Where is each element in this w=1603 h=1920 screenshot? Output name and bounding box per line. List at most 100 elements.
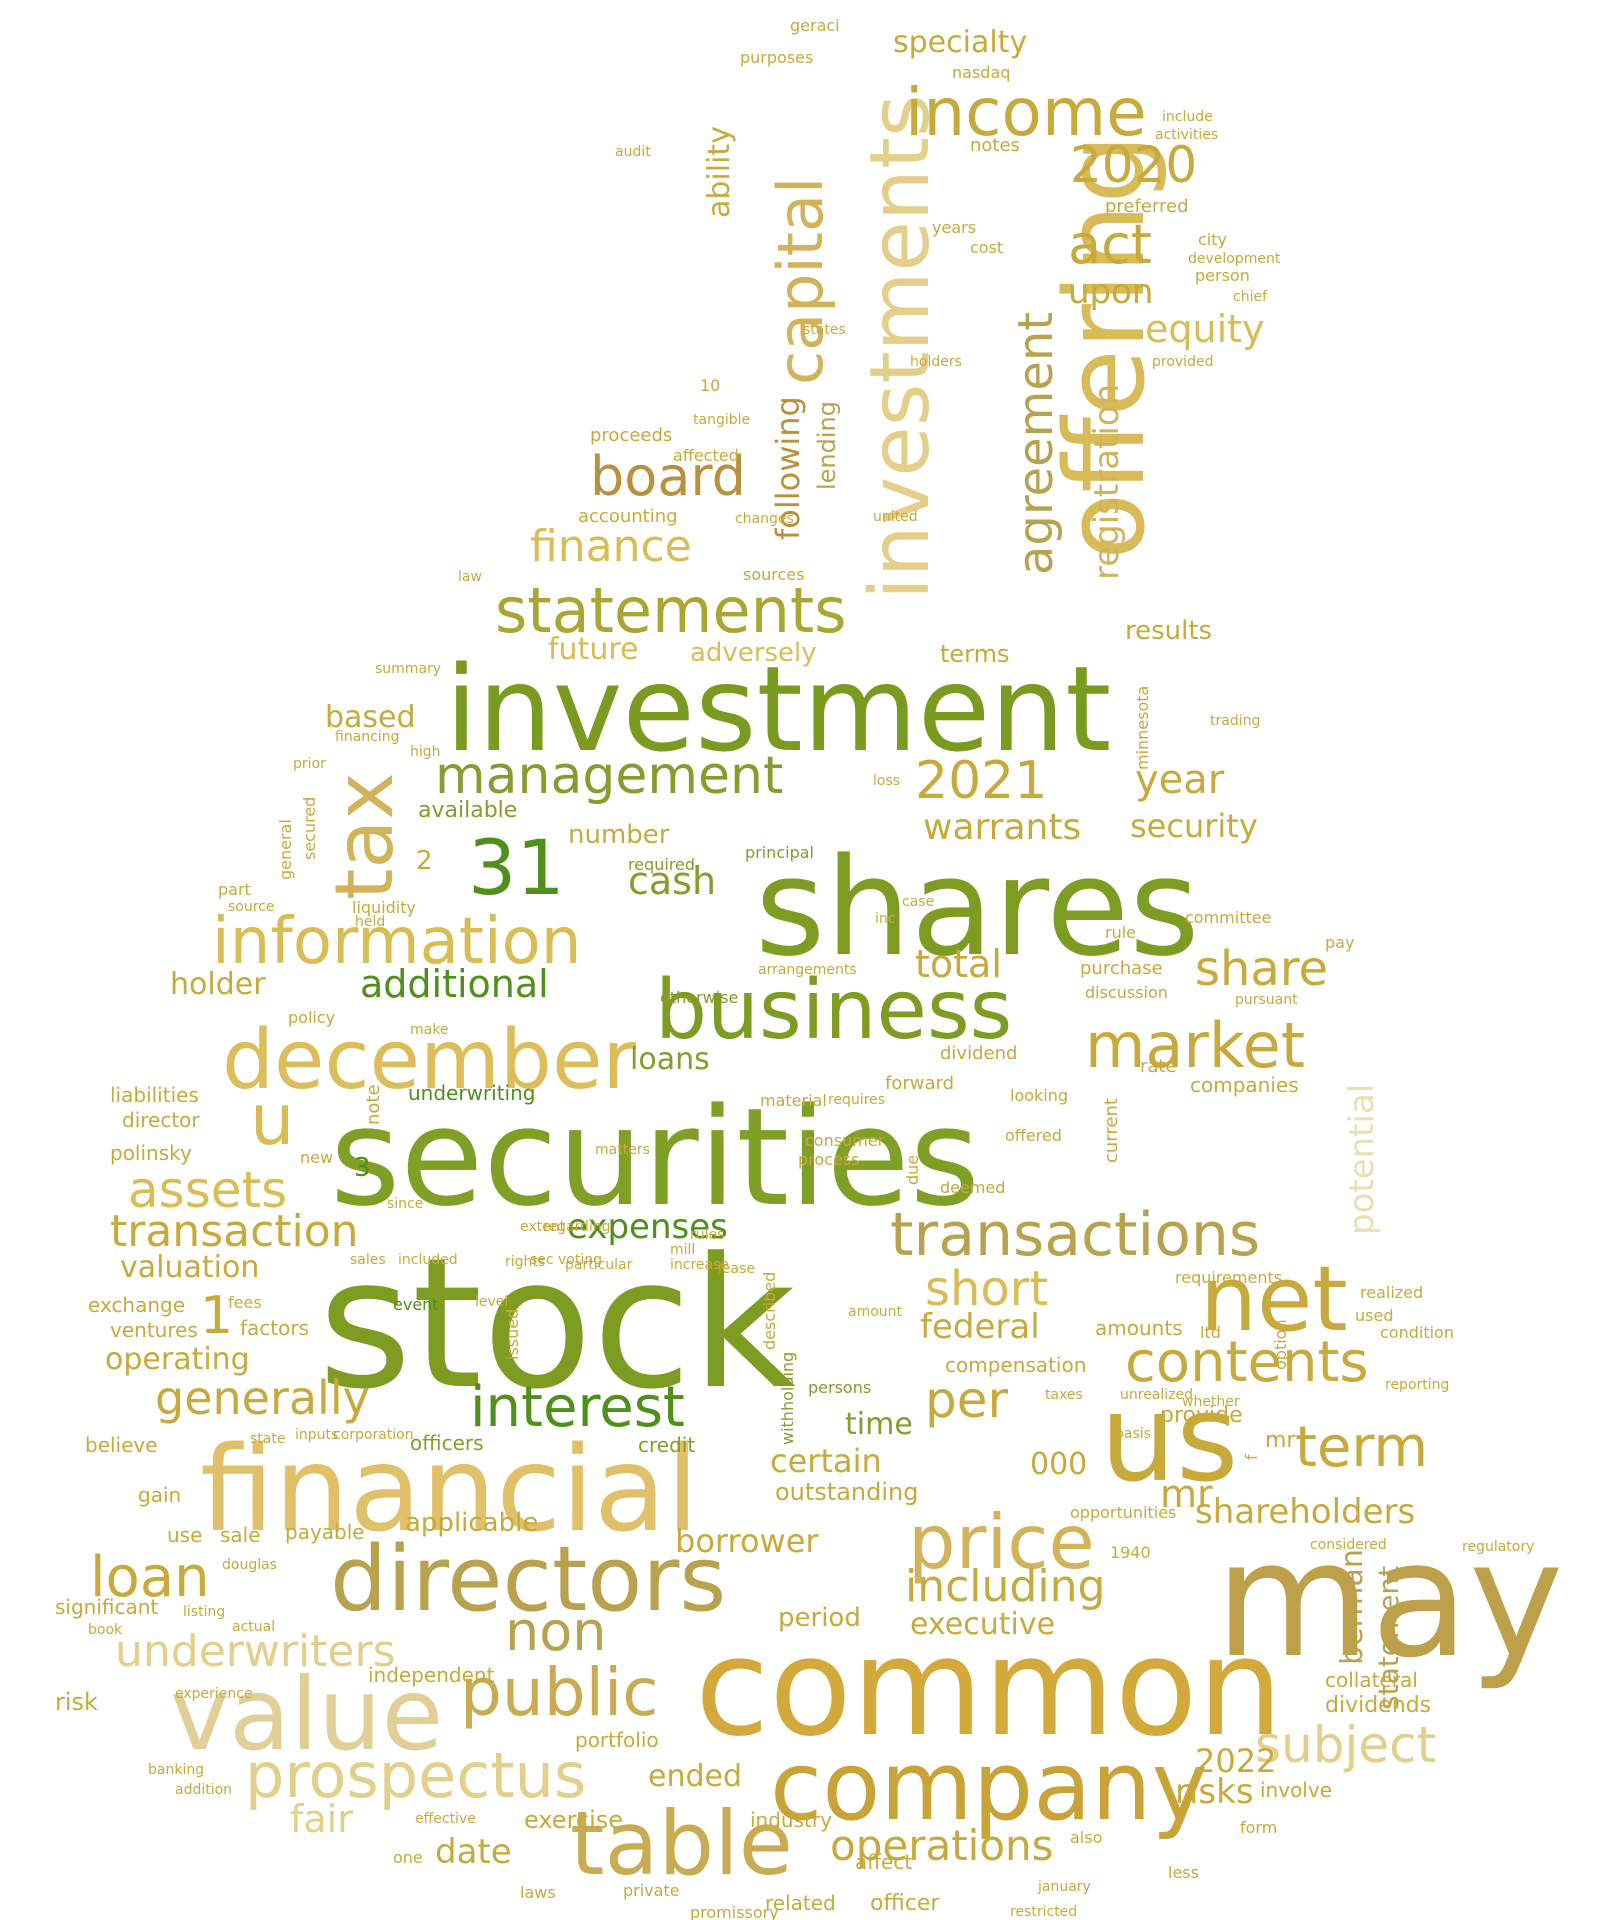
- word: financial: [200, 1420, 699, 1558]
- word: activities: [1155, 127, 1219, 143]
- word: loss: [873, 773, 901, 789]
- word: underwriters: [115, 1626, 396, 1677]
- word: based: [325, 700, 416, 735]
- word: january: [1038, 1879, 1091, 1895]
- word: forward: [885, 1073, 955, 1094]
- word: value: [170, 1656, 444, 1773]
- word: summary: [375, 661, 442, 677]
- word: date: [435, 1832, 512, 1872]
- word: douglas: [222, 1557, 277, 1573]
- word: fair: [290, 1797, 353, 1841]
- word: income: [905, 74, 1147, 151]
- word: time: [845, 1407, 913, 1442]
- word: warrants: [923, 807, 1082, 848]
- word: dividends: [1325, 1693, 1432, 1718]
- word: price: [908, 1498, 1095, 1586]
- word: collateral: [1325, 1668, 1418, 1692]
- word: securities: [330, 1079, 981, 1236]
- word: addition: [175, 1782, 233, 1798]
- word: non: [505, 1600, 607, 1663]
- word: federal: [920, 1307, 1040, 1347]
- word: chief: [1233, 289, 1268, 305]
- word: applicable: [405, 1508, 539, 1538]
- word: effective: [415, 1811, 476, 1827]
- word: ventures: [110, 1318, 198, 1342]
- word: affect: [855, 1850, 913, 1874]
- word: believe: [85, 1433, 158, 1457]
- word: operations: [830, 1821, 1054, 1870]
- word: amounts: [1095, 1316, 1183, 1340]
- word: provided: [1152, 354, 1214, 370]
- word: term: [1295, 1415, 1428, 1480]
- word: companies: [1190, 1073, 1299, 1097]
- word: provide: [1160, 1403, 1243, 1428]
- word: regarding: [543, 1219, 611, 1235]
- word: risk: [55, 1688, 98, 1716]
- word: reporting: [1385, 1377, 1450, 1393]
- word: rules: [690, 1227, 725, 1243]
- word: certain: [770, 1442, 882, 1480]
- word: required: [628, 855, 696, 874]
- word: sales: [350, 1252, 386, 1268]
- word: additional: [360, 962, 549, 1006]
- word: sale: [220, 1523, 261, 1547]
- word: purchase: [1080, 958, 1163, 979]
- word: gain: [138, 1483, 182, 1507]
- word: loans: [630, 1042, 710, 1077]
- word: option: [1271, 1319, 1290, 1370]
- word: issued: [503, 1308, 522, 1360]
- word: 31: [468, 823, 565, 912]
- word: requires: [828, 1092, 886, 1108]
- word: committee: [1185, 908, 1272, 927]
- word: described: [760, 1271, 779, 1350]
- word: include: [1162, 109, 1213, 125]
- word: listing: [183, 1604, 226, 1620]
- word: source: [228, 899, 275, 915]
- word: year: [1135, 757, 1225, 803]
- word: extent: [520, 1219, 566, 1235]
- word: assets: [128, 1161, 288, 1219]
- word: terms: [940, 640, 1010, 668]
- word: valuation: [120, 1250, 260, 1285]
- word: outstanding: [775, 1478, 919, 1506]
- word: included: [398, 1252, 458, 1268]
- word: realized: [1360, 1283, 1424, 1302]
- word: geraci: [790, 16, 840, 35]
- word: shareholders: [1195, 1492, 1416, 1532]
- word: berman: [1335, 1549, 1370, 1665]
- word: per: [925, 1371, 1009, 1429]
- word: withholding: [778, 1351, 797, 1445]
- word: officer: [870, 1891, 940, 1916]
- word: holders: [910, 354, 962, 370]
- word: taxes: [1045, 1387, 1083, 1403]
- word: cash: [628, 859, 717, 903]
- word: inputs: [295, 1427, 339, 1443]
- word: inc: [875, 911, 896, 927]
- word: security: [1130, 807, 1258, 845]
- word: factors: [240, 1316, 310, 1340]
- word: available: [418, 798, 518, 823]
- word: particular: [565, 1257, 633, 1273]
- word: nasdaq: [952, 63, 1011, 82]
- word: affected: [673, 446, 739, 465]
- word: increase: [670, 1257, 730, 1273]
- word: due: [903, 1154, 922, 1185]
- word: basis: [1115, 1426, 1151, 1442]
- word: may: [1215, 1506, 1564, 1693]
- word: holder: [170, 967, 266, 1002]
- word: corporation: [333, 1427, 414, 1443]
- word: city: [1198, 230, 1227, 249]
- word: net: [1200, 1247, 1348, 1352]
- word: prospectus: [245, 1739, 587, 1812]
- word: considered: [1310, 1537, 1387, 1553]
- word: tangible: [693, 412, 751, 428]
- word: market: [1085, 1009, 1306, 1082]
- word: offered: [1005, 1126, 1062, 1145]
- word: minnesota: [1133, 685, 1152, 770]
- word: matters: [595, 1142, 650, 1158]
- word: loan: [90, 1545, 210, 1610]
- word: company: [770, 1732, 1208, 1842]
- word: held: [355, 914, 386, 930]
- word: material: [760, 1091, 827, 1110]
